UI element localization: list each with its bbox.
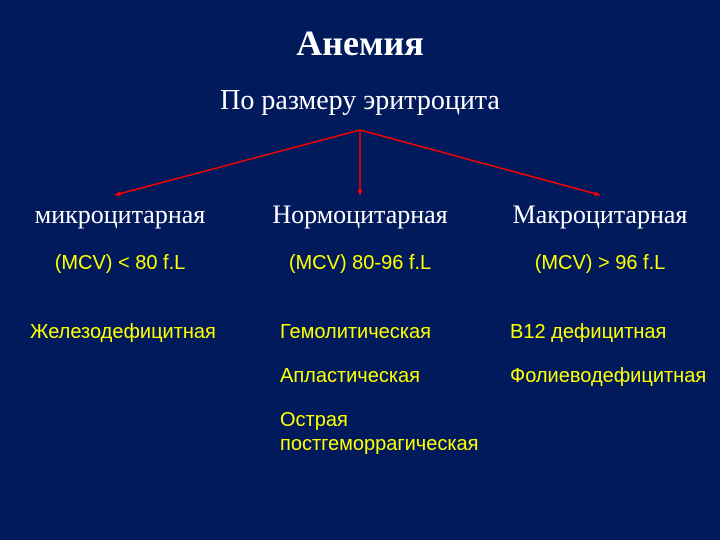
example-item: Фолиеводефицитная — [510, 364, 720, 388]
mcv-normocytic: (MCV) 80-96 f.L — [250, 252, 470, 275]
category-macrocytic: Макроцитарная — [490, 200, 710, 230]
slide-subtitle: По размеру эритроцита — [0, 85, 720, 117]
slide: Анемия По размеру эритроцита микроцитарн… — [0, 0, 720, 540]
examples-col-2: Гемолитическая Апластическая Острая постге… — [280, 320, 500, 476]
mcv-macrocytic: (MCV) > 96 f.L — [490, 252, 710, 275]
example-item: Гемолитическая — [280, 320, 500, 344]
category-microcytic: микроцитарная — [10, 200, 230, 230]
mcv-microcytic: (MCV) < 80 f.L — [10, 252, 230, 275]
example-item: Апластическая — [280, 364, 500, 388]
example-item: В12 дефицитная — [510, 320, 720, 344]
category-normocytic: Нормоцитарная — [250, 200, 470, 230]
examples-col-1: Железодефицитная — [30, 320, 240, 364]
slide-title: Анемия — [0, 22, 720, 64]
example-item: Железодефицитная — [30, 320, 240, 344]
example-item: Острая постгеморрагическая — [280, 408, 500, 456]
examples-col-3: В12 дефицитная Фолиеводефицитная — [510, 320, 720, 408]
